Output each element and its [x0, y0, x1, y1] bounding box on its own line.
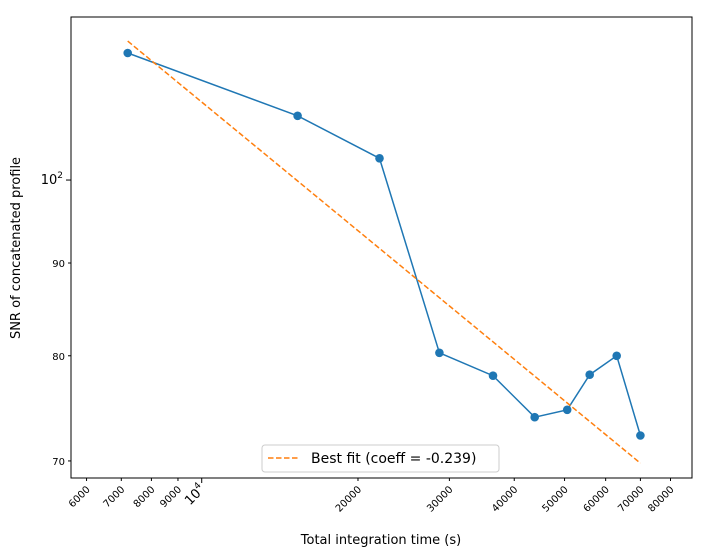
series-0-point-7: [585, 370, 594, 380]
series-0-point-5: [530, 412, 539, 422]
x-axis-label: Total integration time (s): [300, 533, 461, 548]
plot-frame: [70, 16, 693, 479]
series-0-point-0: [123, 48, 132, 58]
legend: Best fit (coeff = -0.239): [261, 444, 500, 473]
series-layer: [123, 40, 645, 464]
series-0-point-3: [435, 348, 444, 358]
series-0-point-6: [562, 405, 572, 415]
y-axis-label: SNR of concatenated profile: [9, 157, 24, 339]
plot-area: [71, 17, 692, 478]
series-line-0: [127, 52, 642, 436]
y-tick-label-2: 90: [52, 259, 65, 270]
y-tick-label-1: 80: [52, 352, 65, 363]
series-0-point-9: [636, 431, 645, 440]
series-0-point-2: [375, 154, 384, 163]
legend-label-best-fit: Best fit (coeff = -0.239): [311, 451, 476, 467]
series-0-point-4: [488, 371, 498, 381]
y-tick-label-0: 70: [52, 457, 65, 468]
legend-box: [261, 444, 500, 473]
series-0-point-8: [612, 351, 621, 361]
series-0-point-1: [293, 111, 302, 121]
series-line-1: [127, 40, 641, 464]
